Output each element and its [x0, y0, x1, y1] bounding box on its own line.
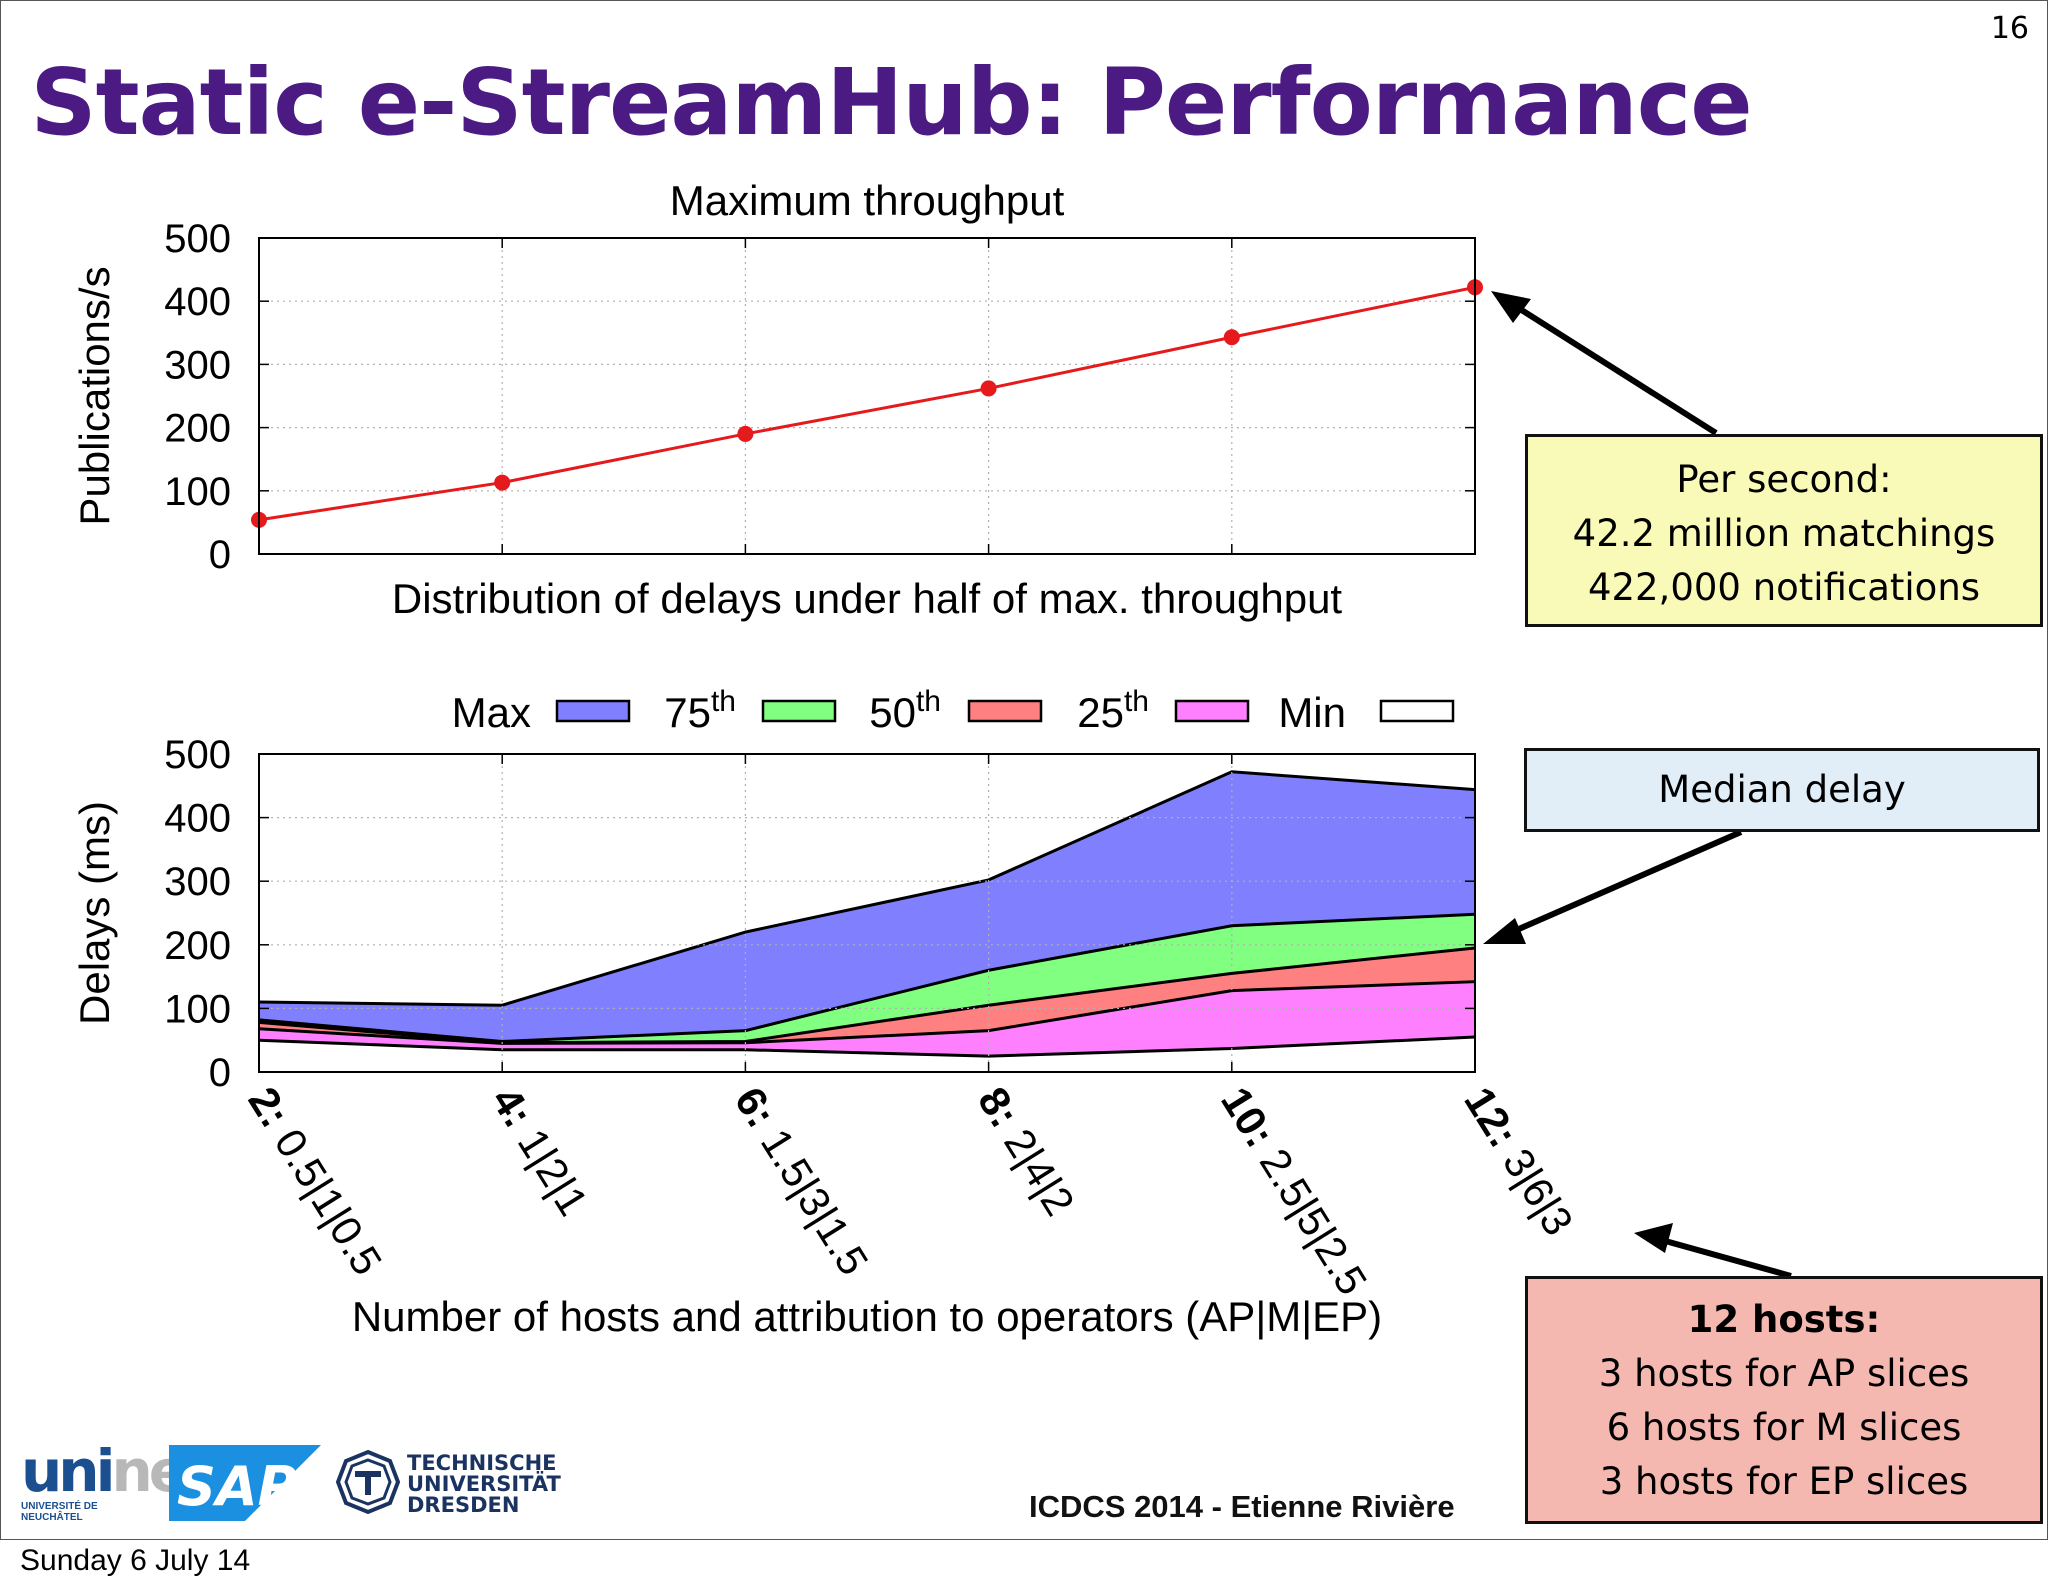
legend-label-50: 50th [869, 685, 941, 736]
throughput-x-axis-label: Distribution of delays under half of max… [392, 575, 1343, 622]
delay-y-axis-label: Delays (ms) [71, 801, 118, 1025]
delay-ytick-label: 400 [164, 797, 231, 841]
delay-category-label: 2:0.5|1|0.5 [239, 1079, 391, 1283]
throughput-y-axis-label: Publications/s [71, 266, 118, 525]
charts-canvas: Maximum throughput 0 100 200 300 400 500 Public… [71, 177, 1792, 1340]
footer-credit: ICDCS 2014 - Etienne Rivière [1029, 1489, 1455, 1524]
arrow-median [1494, 829, 1743, 942]
delay-x-axis-label: Number of hosts and attribution to opera… [352, 1293, 1382, 1340]
throughput-point [980, 380, 997, 397]
arrow-hosts [1650, 1234, 1792, 1279]
delay-chart: 0 100 200 300 400 500 Delays (ms) Max 75th 50th 25… [71, 685, 1582, 1340]
legend-swatch-25 [1174, 699, 1250, 723]
throughput-plot-frame [258, 237, 1476, 555]
delay-ytick-label: 100 [164, 987, 231, 1031]
legend-label-25: 25th [1077, 685, 1149, 736]
legend-label-min: Min [1278, 689, 1346, 736]
sap-logo: SAP [169, 1445, 321, 1521]
unine-logo-sub2: NEUCHÂTEL [21, 1512, 83, 1523]
callout-arrows [1483, 291, 1792, 1279]
throughput-chart: Maximum throughput 0 100 200 300 400 500 Public… [71, 177, 1483, 622]
throughput-chart-title: Maximum throughput [670, 177, 1065, 224]
arrow-hosts-head [1634, 1223, 1673, 1253]
callout-throughput-line1: Per second: [1676, 458, 1892, 501]
slide-title: Static e-StreamHub: Performance [30, 49, 1752, 156]
tud-line1: TECHNISCHE [407, 1451, 557, 1475]
tud-line2: UNIVERSITÄT [407, 1472, 561, 1496]
delay-line-min [258, 1035, 1476, 1058]
date-label: Sunday 6 July 14 [20, 1544, 251, 1577]
callout-hosts-title: 12 hosts: [1687, 1298, 1881, 1341]
delay-category-label: 10:2.5|5|2.5 [1212, 1079, 1376, 1303]
delay-category-label: 4:1|2|1 [483, 1079, 598, 1224]
throughput-point [737, 425, 754, 442]
callout-hosts-line1: 3 hosts for AP slices [1598, 1352, 1970, 1395]
throughput-line [258, 285, 1476, 522]
callout-median: Median delay [1524, 748, 2040, 832]
sap-logo-text: SAP [177, 1455, 297, 1518]
throughput-ytick-label: 0 [209, 533, 231, 577]
legend-label-75: 75th [664, 685, 736, 736]
legend-swatch-75 [761, 699, 837, 723]
unine-logo: unine UNIVERSITÉ DE NEUCHÂTEL [21, 1441, 188, 1523]
delay-category-label: 12:3|6|3 [1455, 1079, 1582, 1244]
tu-dresden-seal-icon [335, 1449, 401, 1515]
throughput-ytick-label: 500 [164, 217, 231, 261]
callout-median-line1: Median delay [1658, 768, 1906, 811]
tud-line3: DRESDEN [407, 1493, 520, 1517]
legend-swatch-max [555, 699, 631, 723]
slide: 16 Static e-StreamHub: Performance Maxim… [0, 0, 2048, 1540]
delay-line-25 [258, 980, 1476, 1045]
unine-logo-word: uni [21, 1437, 115, 1505]
throughput-point [494, 474, 511, 491]
delay-ytick-label: 300 [164, 860, 231, 904]
legend-swatch-min [1379, 699, 1455, 723]
delay-ytick-label: 0 [209, 1051, 231, 1095]
callout-throughput: Per second: 42.2 million matchings 422,0… [1525, 434, 2043, 627]
delay-plot-frame [258, 753, 1476, 1073]
throughput-ytick-label: 400 [164, 280, 231, 324]
callout-hosts-line3: 3 hosts for EP slices [1599, 1460, 1969, 1503]
throughput-point [1223, 329, 1240, 346]
delay-ytick-label: 200 [164, 924, 231, 968]
page-number: 16 [1990, 11, 2029, 46]
arrow-throughput-head [1491, 291, 1531, 323]
delay-area-min [259, 1037, 1475, 1072]
delay-category-label: 6:1.5|3|1.5 [726, 1079, 878, 1283]
delay-line-max [258, 770, 1476, 1007]
unine-logo-sub1: UNIVERSITÉ DE [21, 1501, 98, 1512]
throughput-ytick-label: 200 [164, 407, 231, 451]
throughput-ytick-label: 300 [164, 343, 231, 387]
callout-hosts: 12 hosts: 3 hosts for AP slices 6 hosts … [1525, 1276, 2043, 1524]
callout-throughput-line2: 42.2 million matchings [1572, 512, 1996, 555]
delay-category-label: 8:2|4|2 [969, 1079, 1084, 1224]
legend-label-max: Max [452, 689, 531, 736]
delay-ytick-label: 500 [164, 733, 231, 777]
legend-swatch-50 [967, 699, 1043, 723]
arrow-median-head [1483, 918, 1526, 944]
throughput-ytick-label: 100 [164, 470, 231, 514]
delay-line-50 [258, 946, 1476, 1045]
tu-dresden-logo: TECHNISCHE UNIVERSITÄT DRESDEN [335, 1449, 565, 1521]
arrow-throughput [1499, 294, 1718, 436]
callout-hosts-line2: 6 hosts for M slices [1606, 1406, 1962, 1449]
callout-throughput-line3: 422,000 notifications [1587, 566, 1981, 609]
